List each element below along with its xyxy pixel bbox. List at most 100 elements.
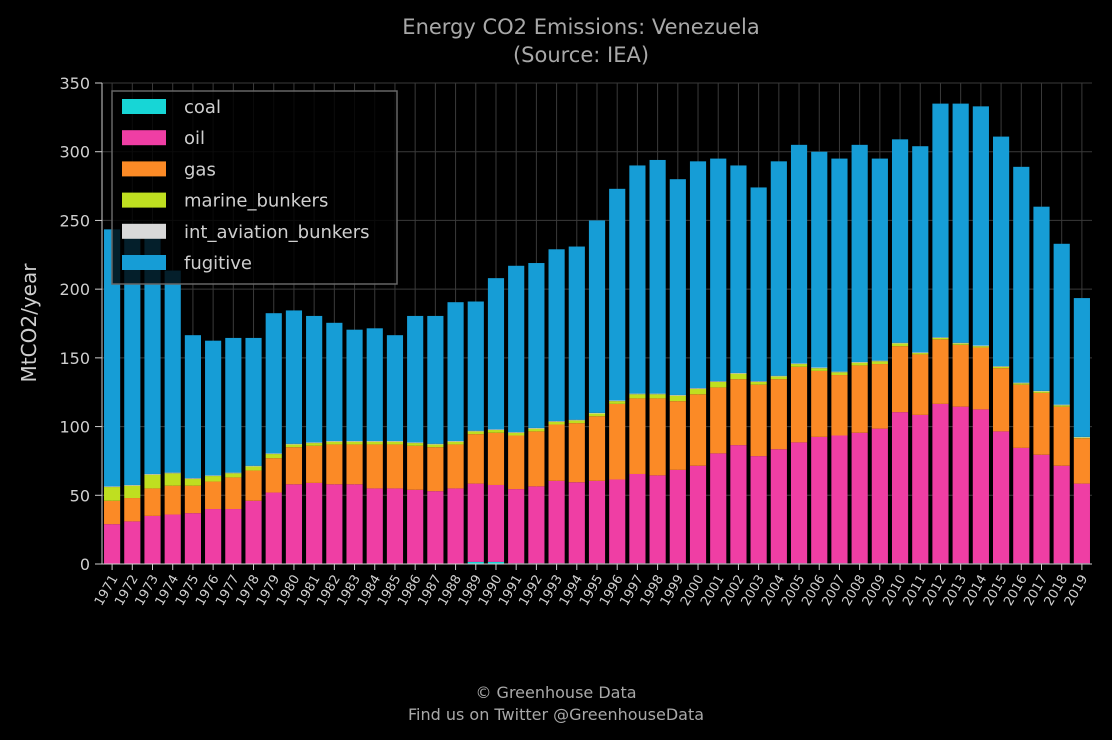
bar-fugitive-2012 (932, 103, 949, 338)
bar-fugitive-1986 (407, 315, 424, 443)
bar-marine_bunkers-2009 (871, 361, 888, 365)
bar-int_aviation_bunkers-2008 (851, 361, 868, 363)
bar-int_aviation_bunkers-1997 (629, 393, 646, 395)
bar-oil-2004 (770, 449, 787, 564)
bar-gas-1982 (326, 444, 343, 485)
bar-gas-1975 (184, 485, 201, 514)
bar-gas-2016 (1013, 384, 1030, 448)
bar-fugitive-1994 (568, 246, 585, 420)
bar-fugitive-2009 (871, 158, 888, 361)
bar-fugitive-1998 (649, 159, 666, 394)
bar-gas-1972 (124, 498, 141, 522)
bar-fugitive-1985 (386, 335, 404, 442)
legend-swatch-fugitive (122, 255, 166, 270)
bar-oil-1993 (548, 480, 565, 564)
bar-coal-1989 (467, 561, 484, 564)
bar-oil-2000 (689, 465, 707, 564)
bar-fugitive-1971 (104, 229, 121, 487)
bar-oil-2019 (1073, 483, 1090, 564)
bar-fugitive-2007 (831, 158, 848, 372)
bar-int_aviation_bunkers-1982 (326, 441, 343, 442)
legend-swatch-int_aviation_bunkers (122, 223, 166, 239)
bar-marine_bunkers-1994 (568, 420, 585, 424)
bar-oil-2012 (932, 403, 949, 564)
y-tick-label: 150 (59, 349, 90, 368)
bar-gas-2015 (993, 368, 1010, 432)
bar-oil-1977 (225, 509, 242, 564)
bar-int_aviation_bunkers-1976 (205, 475, 222, 477)
bar-oil-1998 (649, 475, 666, 564)
bar-oil-2011 (912, 414, 929, 564)
bar-gas-1994 (568, 423, 585, 483)
bar-gas-1996 (609, 403, 626, 480)
bar-fugitive-1982 (326, 322, 343, 442)
bar-gas-2018 (1053, 406, 1070, 466)
bar-fugitive-2006 (811, 151, 828, 368)
bar-oil-2013 (952, 406, 969, 564)
bar-gas-1993 (548, 424, 565, 481)
bar-fugitive-1989 (467, 301, 484, 431)
bar-int_aviation_bunkers-1993 (548, 421, 565, 422)
bar-gas-1989 (467, 434, 484, 484)
bar-marine_bunkers-1997 (629, 394, 646, 399)
bar-fugitive-1975 (184, 335, 201, 479)
bar-oil-2001 (710, 453, 727, 564)
bar-gas-2017 (1033, 392, 1050, 455)
bar-gas-2005 (790, 366, 808, 443)
x-axis: 1971197219731974197519761977197819791980… (92, 563, 1092, 609)
bar-marine_bunkers-1972 (124, 485, 141, 499)
y-tick-label: 50 (70, 486, 90, 505)
bar-oil-2016 (1013, 447, 1030, 564)
bar-fugitive-2011 (912, 146, 929, 353)
bar-gas-2008 (851, 365, 868, 433)
bar-marine_bunkers-1995 (588, 413, 606, 417)
bar-marine_bunkers-1996 (609, 401, 626, 404)
bar-gas-1978 (245, 470, 262, 501)
bar-gas-1971 (104, 500, 121, 525)
bar-marine_bunkers-1974 (164, 473, 181, 486)
bar-int_aviation_bunkers-2002 (730, 372, 747, 374)
bar-gas-1992 (528, 431, 545, 487)
bar-fugitive-2001 (710, 158, 727, 382)
bar-fugitive-1997 (629, 165, 646, 394)
bar-oil-2003 (750, 456, 767, 564)
bar-oil-1988 (447, 488, 464, 564)
y-tick-label: 100 (59, 418, 90, 437)
bar-oil-2005 (790, 442, 808, 564)
bar-oil-1985 (386, 488, 404, 564)
bar-oil-2002 (730, 445, 747, 564)
footer-copyright: © Greenhouse Data (475, 683, 637, 702)
bar-int_aviation_bunkers-2005 (790, 363, 808, 365)
bar-fugitive-1987 (427, 315, 444, 444)
bar-marine_bunkers-1988 (447, 441, 464, 445)
bar-marine_bunkers-2007 (831, 372, 848, 376)
bar-int_aviation_bunkers-2006 (811, 367, 828, 369)
bar-int_aviation_bunkers-1975 (184, 478, 201, 479)
bar-oil-1995 (588, 480, 606, 564)
bar-marine_bunkers-2012 (932, 337, 949, 340)
bar-int_aviation_bunkers-1980 (285, 443, 303, 445)
bar-int_aviation_bunkers-2019 (1073, 436, 1090, 438)
bar-int_aviation_bunkers-2001 (710, 381, 727, 382)
bar-marine_bunkers-2014 (972, 346, 989, 348)
bar-marine_bunkers-1999 (669, 395, 686, 402)
bar-int_aviation_bunkers-1981 (306, 442, 323, 444)
bar-marine_bunkers-2016 (1013, 383, 1030, 385)
bar-gas-1985 (386, 444, 404, 489)
bar-oil-1989 (467, 483, 484, 562)
footer-twitter: Find us on Twitter @GreenhouseData (407, 705, 705, 724)
bar-oil-1975 (184, 513, 201, 564)
bar-gas-1995 (588, 416, 606, 481)
bar-oil-1973 (144, 515, 161, 564)
bar-fugitive-1979 (265, 313, 282, 454)
bar-int_aviation_bunkers-2010 (891, 342, 909, 344)
bar-oil-1971 (104, 524, 121, 564)
bar-oil-2008 (851, 432, 868, 564)
bar-gas-1999 (669, 401, 686, 470)
bar-int_aviation_bunkers-1985 (386, 441, 404, 442)
bar-gas-2006 (811, 370, 828, 437)
bar-int_aviation_bunkers-2007 (831, 371, 848, 373)
bar-marine_bunkers-1993 (548, 421, 565, 425)
bar-oil-1972 (124, 521, 141, 564)
